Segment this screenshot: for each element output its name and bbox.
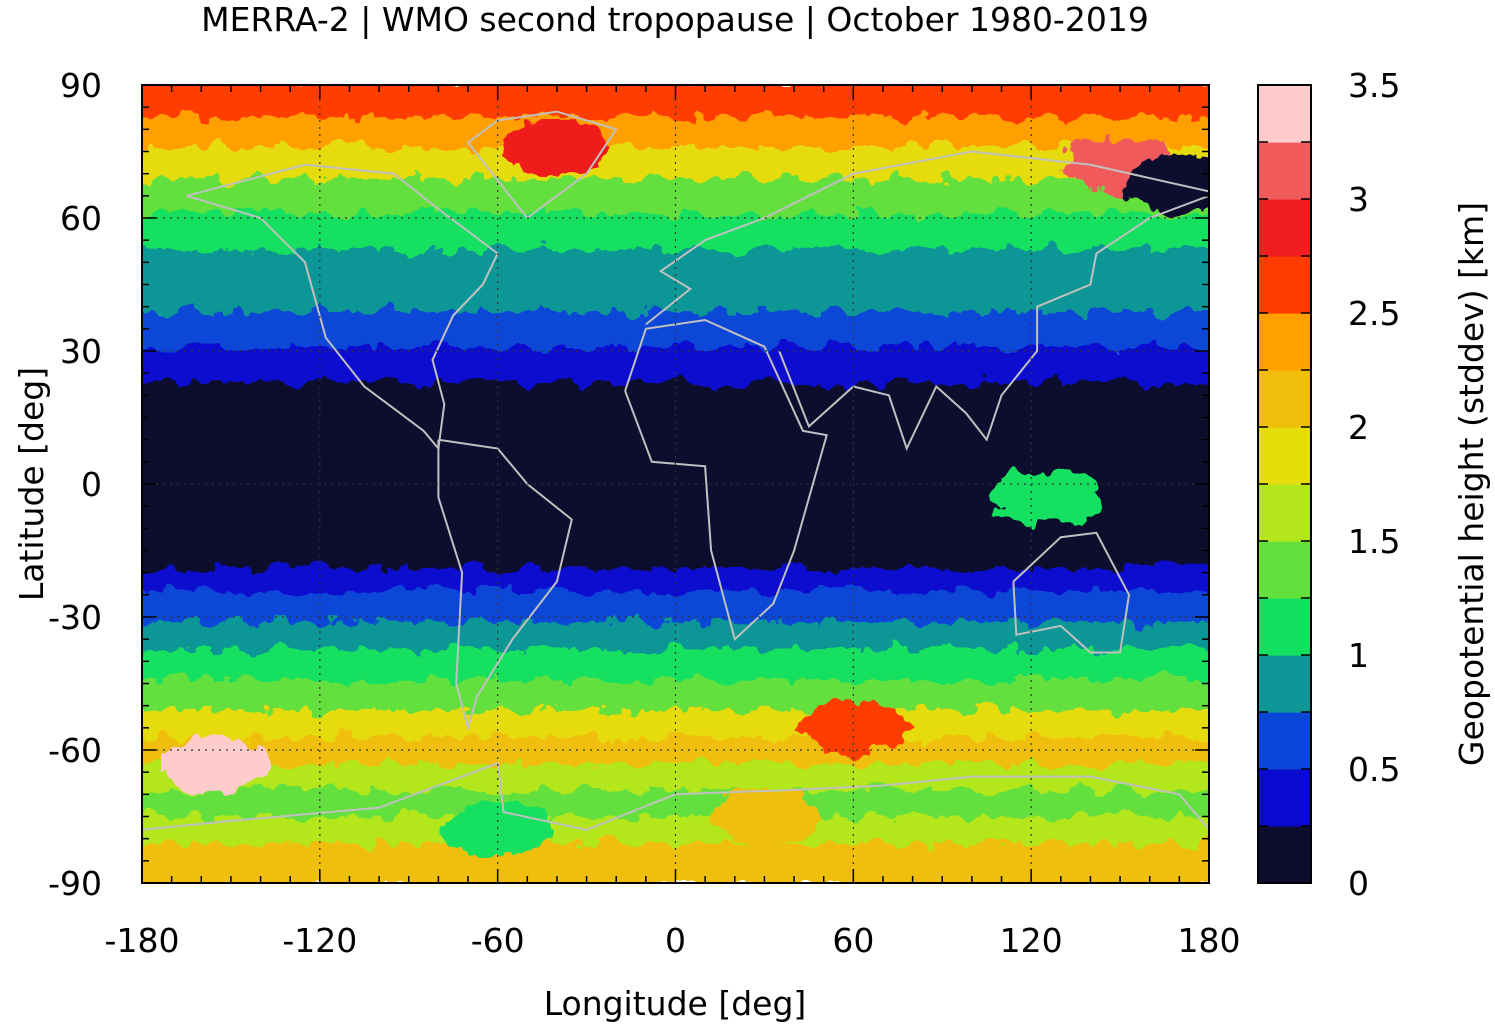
- colorbar-swatch: [1258, 769, 1311, 827]
- x-axis-label: Longitude [deg]: [544, 984, 807, 1023]
- x-tick-label: 120: [1000, 921, 1063, 960]
- chart-title: MERRA-2 | WMO second tropopause | Octobe…: [201, 0, 1149, 39]
- x-tick-label: 180: [1178, 921, 1241, 960]
- colorbar-tick-label: 2: [1348, 408, 1369, 447]
- colorbar-frame: [1257, 84, 1312, 884]
- x-tick-label: -180: [105, 921, 180, 960]
- colorbar-swatch: [1258, 598, 1311, 656]
- y-tick-label: 90: [60, 66, 102, 105]
- y-tick-label: 0: [81, 465, 102, 504]
- y-axis-label: Latitude [deg]: [12, 367, 51, 601]
- coastline: [186, 163, 499, 451]
- y-tick-label: -30: [48, 598, 102, 637]
- colorbar-swatch: [1258, 370, 1311, 428]
- colorbar-swatch: [1258, 85, 1311, 143]
- x-tick-labels: -180 -120 -60 0 60 120 180: [105, 921, 1241, 960]
- heatmap-feature: [798, 699, 909, 756]
- colorbar-swatch: [1258, 427, 1311, 485]
- colorbar-swatch: [1258, 655, 1311, 713]
- colorbar-tick-label: 1: [1348, 636, 1369, 675]
- colorbar-tick-label: 1.5: [1348, 522, 1400, 561]
- heatmap-feature: [709, 788, 820, 845]
- y-tick-label: -60: [48, 731, 102, 770]
- colorbar-swatch: [1258, 541, 1311, 599]
- colorbar: [1258, 85, 1311, 884]
- colorbar-swatch: [1258, 199, 1311, 257]
- axis-ticks: [141, 84, 1210, 884]
- y-tick-label: 30: [60, 332, 102, 371]
- colorbar-tick-label: 0.5: [1348, 750, 1400, 789]
- y-tick-label: -90: [48, 864, 102, 903]
- heatmap-feature: [501, 119, 612, 176]
- coastline: [466, 110, 618, 219]
- colorbar-tick-labels: 0 0.5 1 1.5 2 2.5 3 3.5: [1348, 66, 1400, 903]
- heatmap-feature: [990, 469, 1101, 526]
- colorbar-tick-label: 0: [1348, 864, 1369, 903]
- colorbar-tick-label: 3.5: [1348, 66, 1400, 105]
- x-tick-label: -60: [471, 921, 525, 960]
- heatmap-feature: [1124, 154, 1209, 211]
- colorbar-swatch: [1258, 712, 1311, 770]
- colorbar-label: Geopotential height (stddev) [km]: [1452, 202, 1491, 766]
- colorbar-swatch: [1258, 826, 1311, 884]
- x-tick-label: 60: [832, 921, 874, 960]
- colorbar-swatch: [1258, 313, 1311, 371]
- colorbar-tick-label: 2.5: [1348, 294, 1400, 333]
- grid-lines: [142, 85, 1209, 883]
- y-tick-labels: 90 60 30 0 -30 -60 -90: [48, 66, 102, 903]
- coastline: [437, 438, 573, 732]
- x-tick-label: -120: [282, 921, 357, 960]
- colorbar-tick-label: 3: [1348, 180, 1369, 219]
- coastline: [645, 150, 1209, 326]
- coastline: [624, 318, 828, 642]
- x-tick-label: 0: [665, 921, 686, 960]
- heatmap-feature: [161, 735, 272, 792]
- coastline: [142, 761, 1209, 831]
- colorbar-swatch: [1258, 484, 1311, 542]
- colorbar-swatch: [1258, 142, 1311, 200]
- y-tick-label: 60: [60, 199, 102, 238]
- coastline: [778, 194, 1209, 452]
- colorbar-swatch: [1258, 256, 1311, 314]
